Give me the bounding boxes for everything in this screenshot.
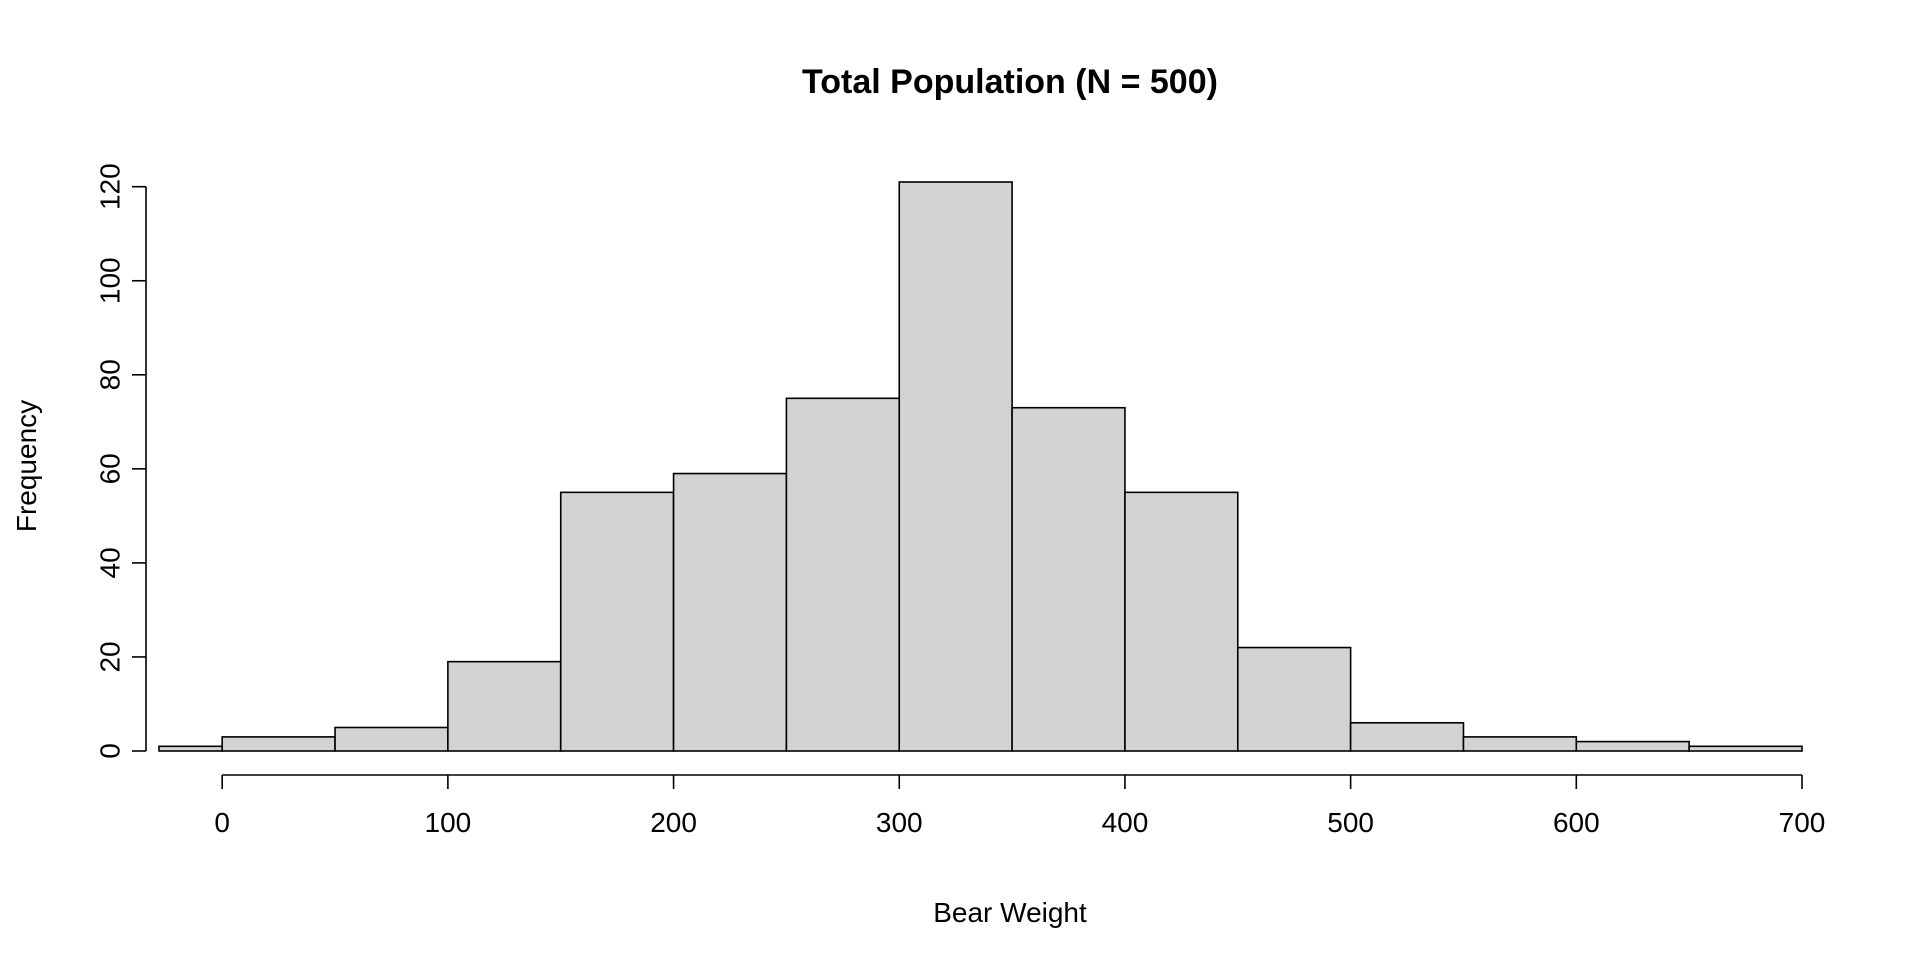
histogram-bar bbox=[898, 181, 1013, 752]
histogram-bar bbox=[1011, 406, 1126, 752]
y-tick-label: 0 bbox=[95, 743, 126, 759]
y-tick-label: 120 bbox=[95, 163, 126, 210]
x-tick-label: 600 bbox=[1553, 807, 1600, 838]
x-tick-label: 200 bbox=[650, 807, 697, 838]
histogram-bar bbox=[158, 745, 223, 752]
y-axis: 0 20 40 60 80 100 120 bbox=[95, 163, 147, 759]
y-tick-label: 20 bbox=[95, 641, 126, 672]
y-tick-label: 60 bbox=[95, 453, 126, 484]
histogram-bar bbox=[221, 736, 336, 752]
x-tick-label: 300 bbox=[876, 807, 923, 838]
x-tick-label: 700 bbox=[1779, 807, 1826, 838]
histogram-bar bbox=[1124, 491, 1239, 752]
x-tick-label: 400 bbox=[1102, 807, 1149, 838]
y-tick-label: 80 bbox=[95, 359, 126, 390]
histogram-bar bbox=[1462, 736, 1578, 752]
histogram-bar bbox=[1575, 740, 1690, 752]
y-axis-title: Frequency bbox=[11, 400, 42, 532]
x-axis-title: Bear Weight bbox=[933, 897, 1087, 928]
x-tick-label: 500 bbox=[1327, 807, 1374, 838]
histogram-bar bbox=[559, 491, 675, 752]
histogram-bar bbox=[785, 397, 901, 752]
histogram-bar bbox=[1688, 745, 1803, 752]
histogram-bar bbox=[1349, 721, 1465, 752]
x-tick-label: 100 bbox=[425, 807, 472, 838]
histogram-bar bbox=[672, 472, 788, 752]
histogram-bar bbox=[1236, 646, 1352, 752]
histogram-bar bbox=[334, 726, 449, 752]
y-tick-label: 100 bbox=[95, 257, 126, 304]
y-tick-label: 40 bbox=[95, 547, 126, 578]
x-axis: 0 100 200 300 400 500 600 700 bbox=[214, 774, 1826, 838]
x-tick-label: 0 bbox=[214, 807, 230, 838]
bars-group bbox=[158, 181, 1803, 752]
chart-title: Total Population (N = 500) bbox=[802, 63, 1218, 101]
histogram-bar bbox=[447, 660, 562, 752]
